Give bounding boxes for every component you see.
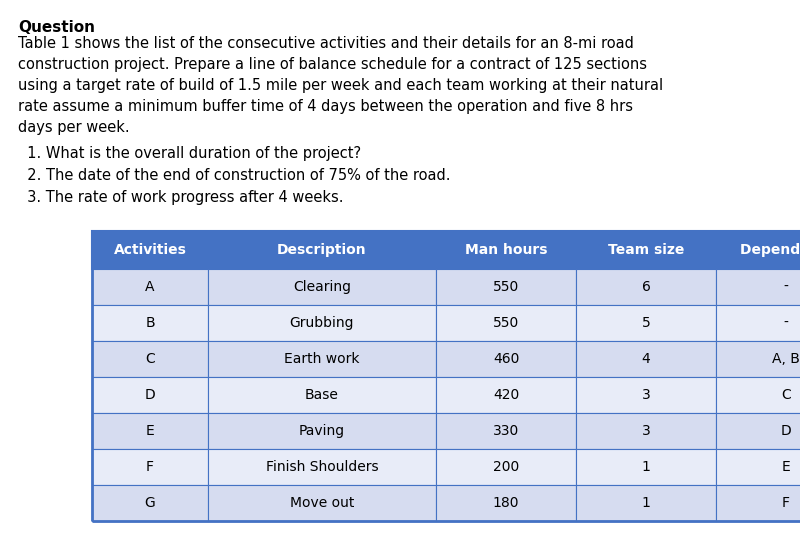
Text: 1. What is the overall duration of the project?: 1. What is the overall duration of the p… [18,146,361,161]
Bar [92,269,800,305]
Bar [576,485,716,521]
Text: Activities: Activities [114,243,186,257]
Text: 1: 1 [642,496,650,510]
Bar [436,413,576,449]
Text: 420: 420 [493,388,519,402]
Text: Table 1 shows the list of the consecutive activities and their details for an 8-: Table 1 shows the list of the consecutiv… [18,36,663,135]
Bar [716,449,800,485]
Bar [576,377,716,413]
Text: E: E [146,424,154,438]
Text: Team size: Team size [608,243,684,257]
Bar [436,231,576,269]
Text: 3. The rate of work progress after 4 weeks.: 3. The rate of work progress after 4 wee… [18,190,343,205]
Bar [92,231,800,269]
Bar [576,449,716,485]
Bar [92,485,208,521]
Text: 550: 550 [493,316,519,330]
Bar [576,269,716,305]
Text: 1: 1 [642,460,650,474]
Bar [436,269,576,305]
Text: A, B: A, B [772,352,800,366]
Text: 5: 5 [642,316,650,330]
Text: Depends on: Depends on [740,243,800,257]
Bar [208,485,436,521]
Text: C: C [781,388,791,402]
Text: 3: 3 [642,424,650,438]
Bar [92,377,208,413]
Bar [92,305,208,341]
Bar [208,413,436,449]
Bar [716,341,800,377]
Text: Description: Description [277,243,367,257]
Bar [208,341,436,377]
Text: 6: 6 [642,280,650,294]
Bar [92,305,800,341]
Bar [576,341,716,377]
Text: 4: 4 [642,352,650,366]
Bar [92,449,800,485]
Bar [92,377,800,413]
Text: -: - [783,280,789,294]
Bar [92,231,208,269]
Text: Base: Base [305,388,339,402]
Text: B: B [145,316,155,330]
Bar [576,231,716,269]
Bar [92,413,208,449]
Bar [716,269,800,305]
Bar [716,305,800,341]
Text: 460: 460 [493,352,519,366]
Text: E: E [782,460,790,474]
Bar [92,341,800,377]
Text: Clearing: Clearing [293,280,351,294]
Text: Question: Question [18,20,95,35]
Bar [92,485,800,521]
Bar [716,231,800,269]
Bar [208,377,436,413]
Text: A: A [146,280,154,294]
Text: Move out: Move out [290,496,354,510]
Bar [92,413,800,449]
Text: 3: 3 [642,388,650,402]
Text: D: D [781,424,791,438]
Text: C: C [145,352,155,366]
Text: Man hours: Man hours [465,243,547,257]
Bar [208,449,436,485]
Text: 2. The date of the end of construction of 75% of the road.: 2. The date of the end of construction o… [18,168,450,183]
Bar [208,269,436,305]
Text: G: G [145,496,155,510]
Text: Earth work: Earth work [284,352,360,366]
Bar [436,485,576,521]
Text: F: F [782,496,790,510]
Bar [92,449,208,485]
Text: Grubbing: Grubbing [290,316,354,330]
Text: F: F [146,460,154,474]
Bar [92,231,800,521]
Bar [576,305,716,341]
Bar [436,305,576,341]
Bar [576,413,716,449]
Text: 180: 180 [493,496,519,510]
Text: Finish Shoulders: Finish Shoulders [266,460,378,474]
Text: -: - [783,316,789,330]
Bar [436,341,576,377]
Text: 200: 200 [493,460,519,474]
Bar [716,485,800,521]
Bar [716,377,800,413]
Text: 550: 550 [493,280,519,294]
Bar [436,449,576,485]
Bar [92,269,208,305]
Bar [436,377,576,413]
Text: D: D [145,388,155,402]
Bar [92,341,208,377]
Bar [208,305,436,341]
Bar [716,413,800,449]
Bar [208,231,436,269]
Text: Paving: Paving [299,424,345,438]
Text: 330: 330 [493,424,519,438]
